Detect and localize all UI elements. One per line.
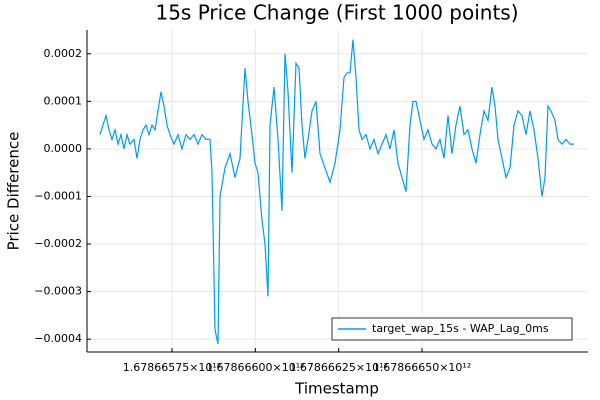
x-axis-label: Timestamp: [294, 380, 379, 398]
y-tick-label: −0.0001: [34, 189, 82, 202]
x-tick-label: 1.67866625×10¹²: [289, 361, 388, 374]
data-line: [99, 39, 574, 345]
legend-label: target_wap_15s - WAP_Lag_0ms: [372, 322, 549, 335]
y-tick-label: 0.0002: [44, 47, 83, 60]
y-tick-label: 0.0001: [44, 94, 83, 107]
x-tick-label: 1.67866600×10¹²: [206, 361, 305, 374]
y-axis-label: Price Difference: [5, 132, 23, 251]
x-tick-label: 1.67866650×10¹²: [373, 361, 472, 374]
chart-title: 15s Price Change (First 1000 points): [155, 1, 518, 25]
legend-box: [331, 317, 573, 341]
y-tick-label: −0.0004: [34, 332, 82, 345]
y-tick-label: −0.0003: [34, 285, 82, 298]
y-tick-label: −0.0002: [34, 237, 82, 250]
x-tick-label: 1.67866575×10¹²: [123, 361, 222, 374]
y-tick-label: 0.0000: [44, 142, 83, 155]
